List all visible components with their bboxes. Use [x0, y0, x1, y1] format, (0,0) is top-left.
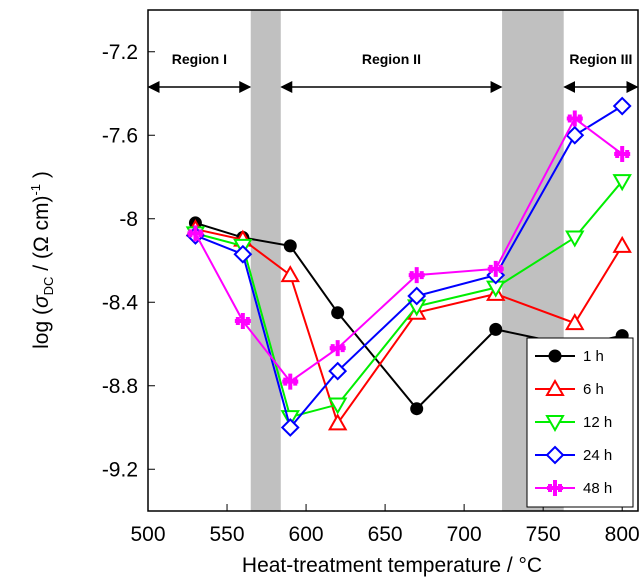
marker	[408, 267, 425, 284]
series-line	[194, 117, 623, 383]
region-label: Region I	[172, 51, 227, 67]
marker	[487, 260, 504, 277]
legend-marker	[547, 480, 563, 496]
marker	[233, 244, 253, 264]
legend-label: 48 h	[583, 480, 612, 497]
region-label: Region III	[569, 51, 632, 67]
marker	[329, 340, 346, 357]
y-tick-label: -8.4	[102, 291, 139, 314]
marker	[614, 146, 631, 163]
shaded-band	[250, 10, 281, 511]
marker	[565, 230, 585, 248]
y-tick-label: -8	[119, 208, 138, 231]
y-tick-label: -7.6	[102, 124, 138, 147]
marker	[565, 313, 585, 331]
x-tick-label: 500	[130, 523, 165, 546]
x-axis-label: Heat-treatment temperature / °C	[242, 554, 542, 577]
marker	[327, 397, 348, 415]
marker	[234, 313, 251, 330]
legend-label: 24 h	[583, 447, 612, 464]
marker	[187, 225, 204, 242]
marker	[489, 322, 503, 336]
marker	[283, 239, 297, 253]
x-tick-label: 650	[368, 523, 403, 546]
y-tick-label: -7.2	[102, 41, 138, 64]
y-tick-label: -9.2	[102, 458, 138, 481]
x-tick-label: 700	[447, 523, 482, 546]
legend-label: 1 h	[583, 348, 604, 365]
marker	[566, 110, 583, 127]
legend-label: 12 h	[583, 414, 612, 431]
legend-marker	[545, 445, 565, 465]
marker	[612, 174, 632, 192]
x-tick-label: 600	[289, 523, 324, 546]
y-axis-label: log (σDC / (Ω cm)-1 )	[28, 171, 56, 349]
legend-label: 6 h	[583, 381, 604, 398]
marker	[612, 235, 632, 253]
series-line	[195, 105, 623, 430]
x-tick-label: 750	[526, 523, 561, 546]
marker	[331, 306, 345, 320]
marker	[407, 286, 427, 306]
legend-marker	[545, 415, 565, 433]
region-label: Region II	[362, 51, 421, 67]
x-tick-label: 800	[605, 523, 640, 546]
marker	[327, 413, 348, 431]
legend-marker	[548, 349, 562, 363]
plot-frame	[147, 9, 639, 512]
legend-marker	[545, 378, 565, 396]
series-line	[195, 180, 623, 419]
marker	[612, 96, 632, 116]
marker	[328, 361, 348, 381]
marker	[280, 418, 300, 437]
x-tick-label: 550	[210, 523, 245, 546]
marker	[280, 265, 300, 283]
marker	[410, 402, 424, 416]
y-tick-label: -8.8	[102, 375, 138, 398]
marker	[282, 373, 299, 390]
marker	[565, 125, 585, 145]
